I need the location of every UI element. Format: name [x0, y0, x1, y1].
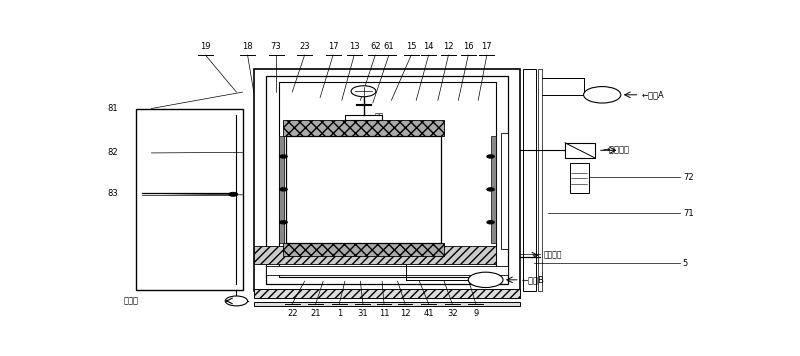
Bar [501, 133, 508, 249]
Bar [345, 115, 382, 120]
Circle shape [226, 296, 247, 306]
Bar [490, 136, 495, 243]
Bar [286, 136, 441, 243]
Bar [523, 69, 537, 291]
Circle shape [280, 221, 287, 224]
Text: 72: 72 [682, 173, 694, 182]
Text: 82: 82 [107, 148, 118, 157]
Text: 11: 11 [378, 309, 390, 318]
Text: 18: 18 [242, 42, 253, 51]
Bar [254, 289, 520, 298]
Text: 17: 17 [482, 42, 492, 51]
Circle shape [229, 192, 238, 196]
Circle shape [351, 86, 376, 97]
Bar [254, 69, 520, 291]
Circle shape [487, 188, 494, 191]
Bar [538, 69, 542, 291]
Circle shape [280, 155, 287, 158]
Text: 16: 16 [463, 42, 474, 51]
Bar [136, 109, 242, 290]
Bar [278, 136, 283, 243]
Bar [254, 302, 520, 307]
Circle shape [487, 221, 494, 224]
Bar [283, 243, 444, 256]
Text: 83: 83 [107, 189, 118, 198]
Text: ←气源B: ←气源B [522, 275, 545, 284]
Text: 17: 17 [328, 42, 338, 51]
Text: 19: 19 [200, 42, 210, 51]
Bar [278, 83, 495, 277]
Text: 73: 73 [270, 42, 282, 51]
Text: 22: 22 [287, 309, 298, 318]
Text: 1: 1 [337, 309, 342, 318]
Text: 81: 81 [107, 104, 118, 113]
Text: 池盖: 池盖 [374, 113, 384, 122]
Bar [565, 143, 594, 158]
Text: 14: 14 [423, 42, 434, 51]
Text: 13: 13 [349, 42, 359, 51]
Bar [266, 266, 508, 275]
Circle shape [280, 188, 287, 191]
Text: ←气源A: ←气源A [642, 90, 665, 99]
Circle shape [487, 155, 494, 158]
Bar [266, 75, 508, 284]
Text: 排气口: 排气口 [123, 297, 138, 305]
Text: 5: 5 [682, 259, 688, 268]
Text: 15: 15 [406, 42, 417, 51]
Text: 12: 12 [443, 42, 454, 51]
Text: 71: 71 [682, 209, 694, 218]
Text: 31: 31 [358, 309, 368, 318]
Text: 61: 61 [384, 42, 394, 51]
Circle shape [468, 272, 503, 288]
Text: 23: 23 [299, 42, 310, 51]
Text: 62: 62 [370, 42, 381, 51]
Text: 外接水箱: 外接水箱 [544, 251, 562, 260]
Text: 21: 21 [310, 309, 321, 318]
Text: 9: 9 [473, 309, 478, 318]
Text: 12: 12 [400, 309, 410, 318]
Text: →外接电源: →外接电源 [602, 146, 630, 155]
Text: 41: 41 [423, 309, 434, 318]
Bar [283, 120, 444, 136]
Bar [254, 246, 495, 264]
Circle shape [584, 87, 621, 103]
Text: 32: 32 [447, 309, 458, 318]
Bar [570, 163, 589, 194]
